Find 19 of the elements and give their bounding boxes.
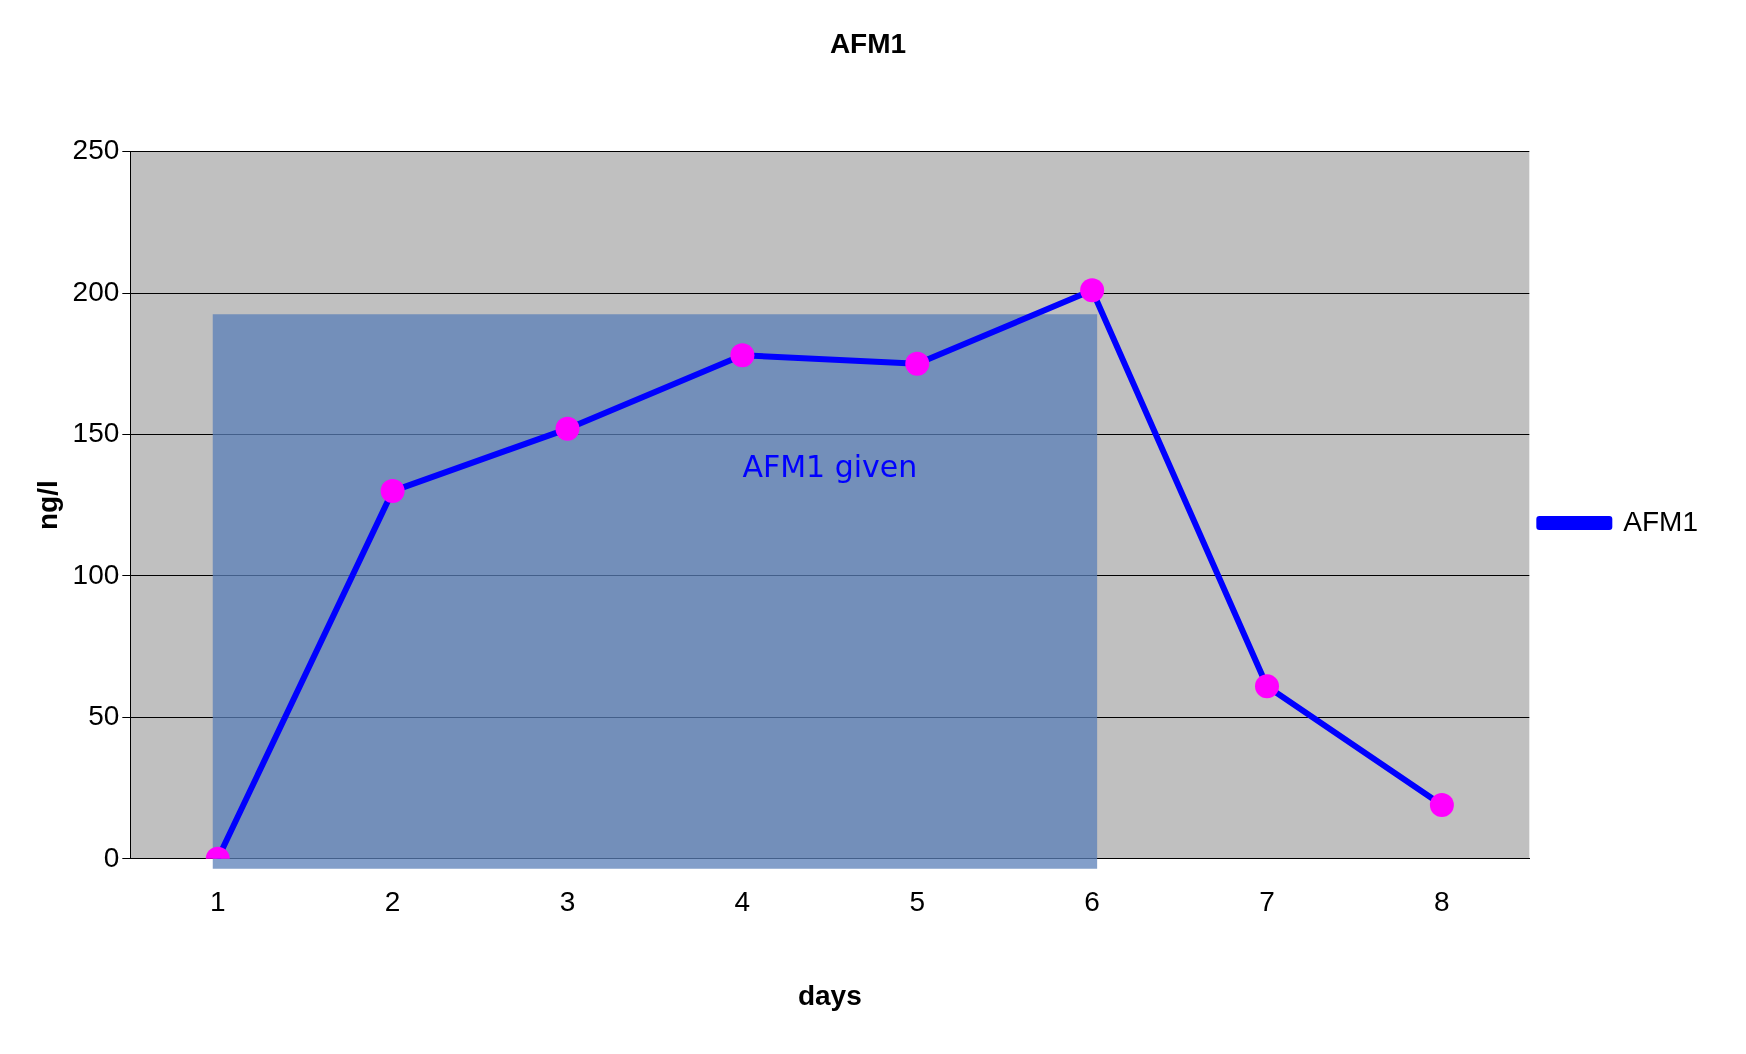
x-tick-label: 4 — [734, 886, 751, 918]
x-tick-label: 6 — [1084, 886, 1100, 918]
y-tick-label: 0 — [103, 841, 120, 873]
x-tick-label: 1 — [209, 886, 226, 918]
y-tick-label: 50 — [88, 700, 120, 732]
y-tick-label: 150 — [72, 417, 120, 449]
x-axis-title: days — [797, 979, 862, 1011]
legend-label: AFM1 — [1623, 505, 1699, 537]
x-tick-label: 7 — [1259, 886, 1275, 918]
x-tick-label: 2 — [384, 886, 401, 918]
y-tick-label: 100 — [72, 558, 120, 590]
x-tick-label: 8 — [1434, 886, 1450, 918]
y-axis-title: ng/l — [31, 480, 63, 531]
x-tick-label: 5 — [909, 886, 926, 918]
x-tick-label: 3 — [559, 886, 576, 918]
band-label: AFM1 given — [742, 448, 918, 484]
chart-title: AFM1 — [829, 27, 907, 59]
y-tick-label: 200 — [72, 275, 120, 307]
y-tick-label: 250 — [72, 134, 120, 166]
